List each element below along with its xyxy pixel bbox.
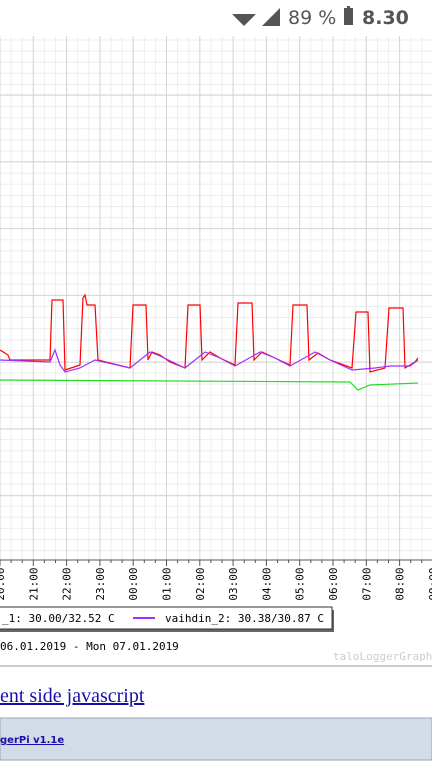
series-3-line [0,379,419,391]
footer-link[interactable]: gerPi v1.1e [0,735,64,746]
x-tick-label: 07:00 [360,567,373,600]
x-tick-label: 03:00 [227,567,240,600]
series-2-line [0,348,419,373]
footer [0,717,432,761]
grid [0,36,432,560]
x-tick-label: 02:00 [194,567,207,600]
x-tick-label: 23:00 [94,567,107,600]
link[interactable]: ent side javascript [0,685,145,707]
signal-icon [262,8,280,26]
legend-label: vaihdin_2: 30.38/30.87 C [165,612,324,625]
legend-label: _1: 30.00/32.52 C [2,612,115,625]
wifi-icon [232,14,256,26]
series-1-line [0,293,419,373]
x-tick-label: 05:00 [294,567,307,600]
battery-tip [347,6,350,8]
battery-icon [344,8,353,25]
x-tick-label: 20:00 [0,567,7,600]
x-tick-label: 08:00 [394,567,407,600]
x-tick-label: 21:00 [27,567,40,600]
x-tick-label: 06:00 [327,567,340,600]
x-tick-label: 22:00 [61,567,74,600]
status-bar [0,0,432,36]
x-tick-label: 04:00 [260,567,273,600]
battery-text: 89 % [288,7,336,29]
x-ticks: 20:00 21:00 22:00 23:00 00:00 01:00 02:00 03:00… [0,560,432,601]
x-tick-label: 01:00 [161,567,174,600]
x-tick-label: 09:00 [427,567,432,600]
x-tick-label: 00:00 [127,567,140,600]
date-range: 06.01.2019 - Mon 07.01.2019 [0,640,179,653]
watermark: taloLoggerGraph [333,650,432,663]
legend-box [0,606,333,630]
clock: 8.30 [362,7,409,29]
